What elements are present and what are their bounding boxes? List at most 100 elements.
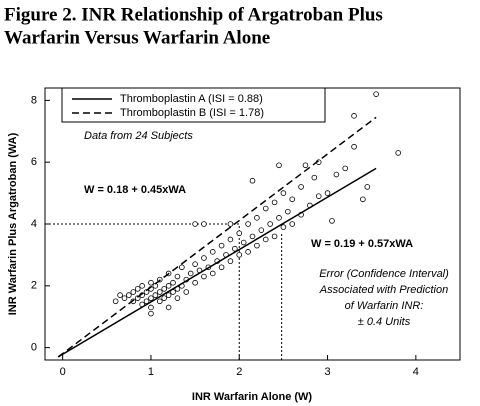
data-point — [395, 150, 401, 156]
annotation: of Warfarin INR: — [345, 300, 424, 312]
y-tick-label: 2 — [31, 280, 37, 292]
x-axis-label: INR Warfarin Alone (W) — [192, 391, 313, 403]
data-point — [148, 304, 154, 311]
data-point — [183, 289, 190, 295]
data-point — [227, 236, 234, 243]
data-point — [165, 304, 172, 311]
data-point — [134, 286, 141, 292]
data-point — [148, 295, 154, 301]
data-point — [170, 279, 176, 286]
data-point — [302, 162, 309, 169]
data-point — [351, 143, 357, 150]
data-point — [245, 249, 251, 255]
data-point — [342, 165, 349, 172]
data-point — [280, 190, 287, 196]
data-point — [165, 283, 172, 289]
y-tick-label: 0 — [31, 342, 37, 354]
data-point — [249, 233, 256, 240]
x-tick-label: 0 — [60, 366, 66, 378]
data-point — [209, 270, 216, 277]
data-point — [152, 292, 159, 298]
data-point — [285, 208, 291, 215]
legend-label: Thromboplastin A (ISI = 0.88) — [120, 93, 263, 105]
data-point — [262, 236, 269, 243]
annotation: Associated with Prediction — [319, 284, 448, 296]
x-tick-label: 3 — [324, 366, 330, 378]
data-point — [139, 283, 145, 289]
data-point — [254, 215, 260, 221]
data-point — [271, 233, 278, 240]
data-point — [187, 270, 194, 277]
legend-label: Thromboplastin B (ISI = 1.78) — [120, 107, 264, 119]
regression-line — [57, 116, 377, 358]
data-point — [174, 295, 181, 301]
data-point — [258, 227, 265, 233]
data-point — [161, 295, 168, 301]
data-point — [192, 279, 198, 286]
annotation: Error (Confidence Interval) — [319, 268, 449, 280]
data-point — [192, 261, 198, 267]
data-point — [121, 295, 128, 301]
data-point — [161, 286, 168, 292]
data-point — [351, 113, 357, 119]
y-tick-label: 8 — [31, 94, 37, 106]
data-point — [112, 298, 119, 305]
data-point — [126, 292, 132, 298]
data-point — [218, 242, 225, 249]
data-point — [130, 289, 137, 295]
data-point — [249, 177, 256, 184]
data-point — [373, 91, 379, 97]
data-point — [364, 184, 371, 190]
data-point — [280, 224, 287, 230]
data-point — [276, 215, 282, 221]
annotation: W = 0.18 + 0.45xWA — [84, 184, 186, 196]
y-tick-label: 4 — [31, 218, 37, 230]
data-point — [236, 252, 243, 258]
data-point — [276, 162, 282, 169]
data-point — [262, 205, 269, 212]
data-point — [311, 174, 318, 181]
annotation: Data from 24 Subjects — [84, 130, 193, 142]
data-point — [245, 221, 251, 227]
annotation: W = 0.19 + 0.57xWA — [311, 238, 413, 250]
data-point — [227, 221, 234, 227]
data-point — [227, 258, 234, 264]
y-tick-label: 6 — [31, 156, 37, 168]
data-point — [148, 310, 154, 317]
x-tick-label: 2 — [236, 366, 242, 378]
data-point — [232, 245, 238, 252]
x-tick-label: 4 — [413, 366, 419, 378]
data-point — [267, 221, 273, 227]
chart-title: Warfarin Versus Warfarin Alone — [4, 27, 270, 48]
y-axis-label: INR Warfarin Plus Argatroban (WA) — [7, 132, 19, 315]
data-point — [148, 279, 154, 286]
data-point — [360, 196, 366, 203]
regression-line — [57, 167, 377, 358]
data-point — [192, 221, 198, 227]
data-point — [201, 221, 207, 227]
data-point — [324, 190, 331, 196]
data-point — [315, 193, 322, 199]
data-point — [156, 289, 163, 295]
data-point — [165, 292, 172, 298]
annotation: ± 0.4 Units — [358, 316, 411, 328]
data-point — [174, 273, 181, 280]
x-tick-label: 1 — [148, 366, 154, 378]
data-point — [333, 171, 340, 178]
data-point — [209, 249, 216, 255]
data-point — [179, 264, 185, 271]
data-point — [289, 221, 296, 227]
data-point — [156, 298, 163, 305]
data-point — [201, 273, 207, 280]
data-point — [201, 255, 207, 261]
data-point — [254, 242, 260, 249]
data-point — [298, 184, 304, 190]
data-point — [218, 264, 225, 271]
data-point — [289, 196, 296, 203]
data-point — [117, 292, 123, 298]
data-point — [329, 218, 335, 224]
data-point — [236, 230, 243, 237]
data-point — [240, 239, 247, 246]
data-point — [271, 199, 278, 206]
